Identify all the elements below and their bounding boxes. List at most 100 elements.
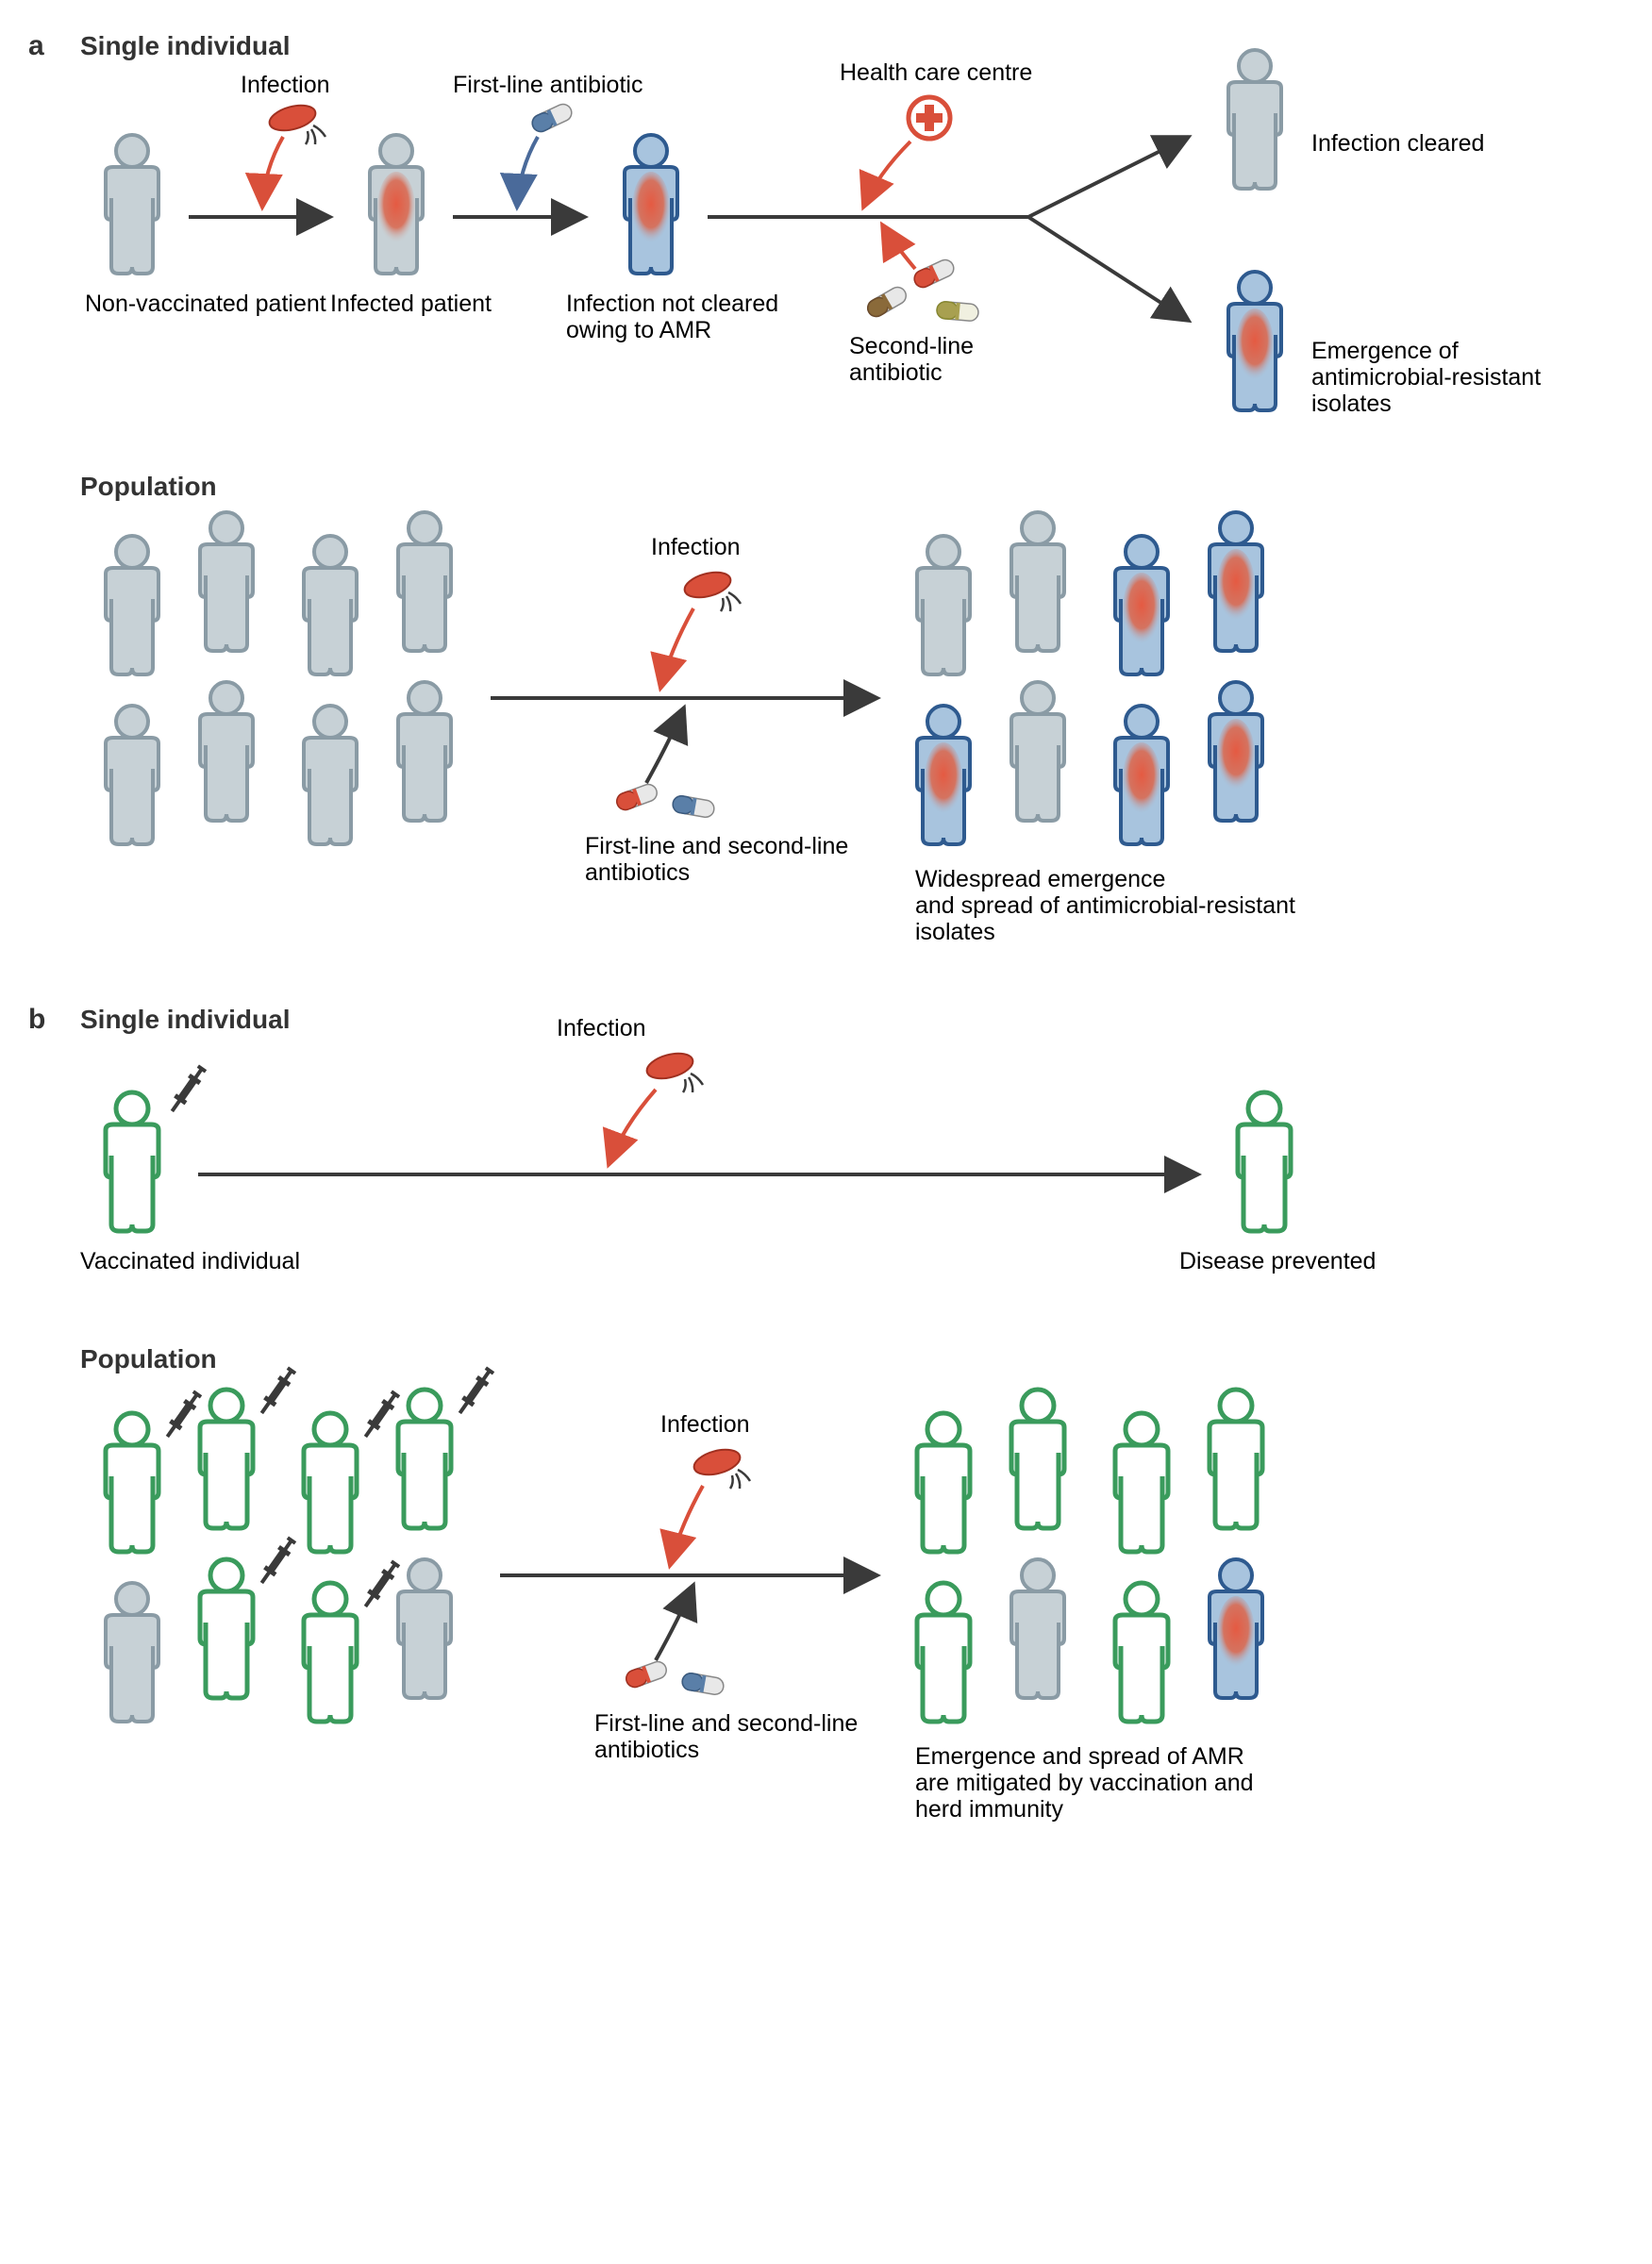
- person-green-icon: [1011, 1390, 1064, 1528]
- syringe-icon: [162, 1389, 204, 1440]
- panel-a-letter: a: [28, 30, 44, 61]
- label-infection: Infection: [241, 72, 330, 98]
- bacteria-icon: [644, 1049, 703, 1092]
- person-infected-blue-icon: [1115, 706, 1168, 844]
- person-infected-blue-icon: [1210, 512, 1262, 651]
- person-gray-icon: [1228, 50, 1281, 189]
- person-gray-icon: [200, 682, 253, 821]
- bacteria-icon: [682, 568, 741, 611]
- curved-arrow-icon: [609, 1090, 656, 1165]
- pill-icon: [936, 301, 978, 322]
- label-cleared: Infection cleared: [1311, 130, 1484, 157]
- label-mitigated: Emergence and spread of AMRare mitigated…: [915, 1743, 1254, 1823]
- person-green-icon: [1115, 1413, 1168, 1552]
- person-green-icon: [304, 1583, 357, 1722]
- person-green-icon: [1115, 1583, 1168, 1722]
- pill-icon: [624, 1659, 669, 1690]
- person-infected-blue-icon: [1210, 682, 1262, 821]
- person-gray-icon: [398, 512, 451, 651]
- pill-icon: [672, 794, 715, 818]
- bacteria-icon: [692, 1445, 750, 1489]
- person-gray-icon: [304, 706, 357, 844]
- syringe-icon: [360, 1389, 402, 1440]
- person-gray-icon: [1011, 512, 1064, 651]
- person-gray-icon: [1011, 682, 1064, 821]
- curved-arrow-icon: [660, 608, 693, 689]
- person-gray-icon: [106, 1583, 159, 1722]
- label-bpop-infection: Infection: [660, 1411, 750, 1438]
- person-green-icon: [917, 1583, 970, 1722]
- label-first-line: First-line antibiotic: [453, 72, 642, 98]
- pill-icon: [911, 258, 956, 291]
- pill-icon: [864, 284, 909, 320]
- pill-icon: [529, 102, 574, 135]
- curved-arrow-icon: [863, 142, 910, 208]
- panel-b-individual-row: Vaccinated individual Infection Disease …: [80, 1015, 1376, 1274]
- panel-a-population-row: Infection First-line and second-lineanti…: [106, 512, 1295, 945]
- person-green-icon: [106, 1092, 159, 1231]
- person-infected-blue-icon: [1228, 272, 1281, 410]
- infographic-diagram: a Single individual Non-vaccinated patie…: [28, 28, 1623, 2236]
- person-gray-icon: [106, 536, 159, 674]
- curved-arrow-icon: [882, 225, 915, 269]
- label-emergence: Emergence ofantimicrobial-resistantisola…: [1311, 338, 1541, 417]
- person-green-icon: [304, 1413, 357, 1552]
- label-not-cleared: Infection not clearedowing to AMR: [566, 291, 778, 343]
- person-gray-icon: [304, 536, 357, 674]
- person-gray-icon: [398, 682, 451, 821]
- person-gray-icon: [1011, 1559, 1064, 1698]
- person-infected-blue-icon: [917, 706, 970, 844]
- pill-icon: [614, 782, 659, 812]
- label-b-infection: Infection: [557, 1015, 646, 1041]
- person-green-icon: [200, 1559, 253, 1698]
- label-vaccinated: Vaccinated individual: [80, 1248, 300, 1274]
- label-non-vaccinated: Non-vaccinated patient: [85, 291, 326, 317]
- person-gray-icon: [200, 512, 253, 651]
- medical-cross-icon: [909, 97, 950, 139]
- pill-icon: [681, 1672, 725, 1695]
- syringe-icon: [455, 1365, 496, 1417]
- diagram-svg: a Single individual Non-vaccinated patie…: [28, 28, 1623, 2236]
- bacteria-icon: [267, 101, 325, 144]
- curved-arrow-icon: [646, 708, 684, 783]
- person-green-icon: [106, 1413, 159, 1552]
- person-gray-icon: [106, 706, 159, 844]
- panel-b-letter: b: [28, 1004, 45, 1035]
- syringe-icon: [167, 1063, 209, 1115]
- person-gray-icon: [917, 536, 970, 674]
- syringe-icon: [360, 1558, 402, 1610]
- panel-b-population-title: Population: [80, 1344, 217, 1373]
- curved-arrow-icon: [517, 137, 538, 208]
- person-gray-icon: [106, 135, 159, 274]
- syringe-icon: [257, 1535, 298, 1587]
- person-infected-blue-icon: [625, 135, 677, 274]
- label-widespread: Widespread emergenceand spread of antimi…: [915, 866, 1295, 945]
- panel-b-population-row: Infection First-line and second-lineanti…: [106, 1365, 1262, 1823]
- person-green-icon: [1210, 1390, 1262, 1528]
- label-pop-antibiotics: First-line and second-lineantibiotics: [585, 833, 848, 886]
- label-pop-infection: Infection: [651, 534, 741, 560]
- label-health-centre: Health care centre: [840, 59, 1032, 86]
- curved-arrow-icon: [670, 1486, 703, 1566]
- person-infected-gray-icon: [370, 135, 423, 274]
- syringe-icon: [257, 1365, 298, 1417]
- arrow-icon: [1028, 137, 1189, 217]
- label-prevented: Disease prevented: [1179, 1248, 1376, 1274]
- person-infected-blue-icon: [1115, 536, 1168, 674]
- person-green-icon: [398, 1390, 451, 1528]
- panel-a-individual-title: Single individual: [80, 31, 290, 60]
- panel-a-population-title: Population: [80, 472, 217, 501]
- panel-b-individual-title: Single individual: [80, 1005, 290, 1034]
- label-infected: Infected patient: [330, 291, 492, 317]
- panel-a-individual-row: Non-vaccinated patient Infection Infecte…: [85, 50, 1541, 417]
- label-bpop-antibiotics: First-line and second-lineantibiotics: [594, 1710, 858, 1763]
- curved-arrow-icon: [656, 1585, 693, 1660]
- person-infected-blue-icon: [1210, 1559, 1262, 1698]
- person-green-icon: [1238, 1092, 1291, 1231]
- arrow-icon: [1028, 217, 1189, 321]
- person-gray-icon: [398, 1559, 451, 1698]
- label-second-line: Second-lineantibiotic: [849, 333, 974, 386]
- person-green-icon: [200, 1390, 253, 1528]
- curved-arrow-icon: [262, 137, 283, 208]
- person-green-icon: [917, 1413, 970, 1552]
